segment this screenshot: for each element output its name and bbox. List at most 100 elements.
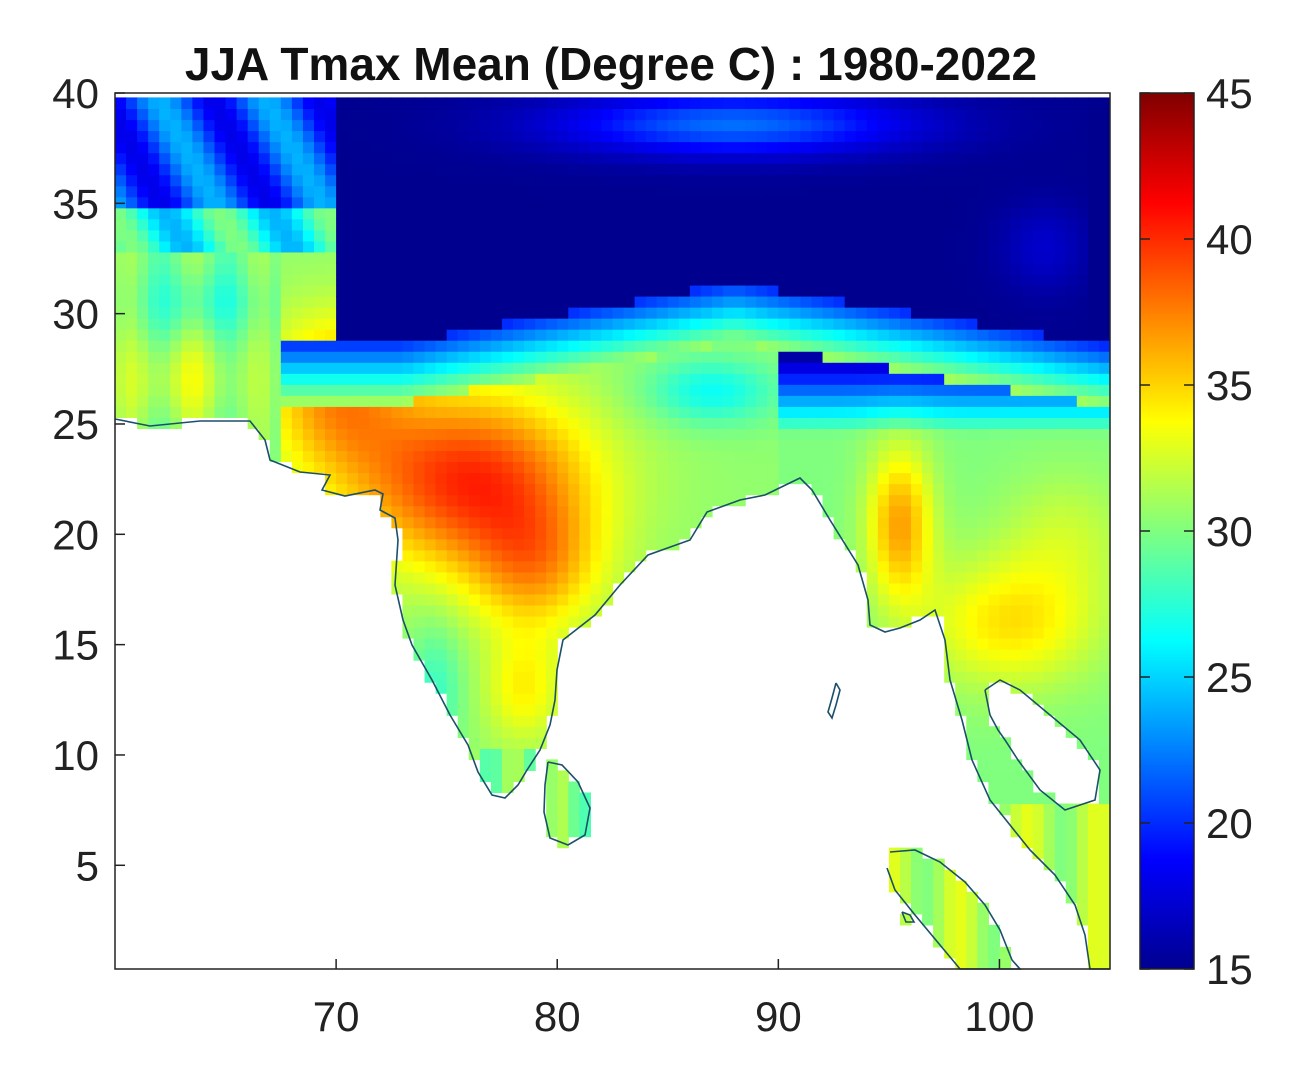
heatmap-cell [944,913,956,926]
heatmap-cell [115,362,127,374]
heatmap-cell [579,262,591,275]
heatmap-cell [479,218,492,231]
heatmap-cell [513,571,525,584]
heatmap-cell [866,527,879,540]
heatmap-cell [623,296,636,308]
heatmap-cell [612,273,625,286]
heatmap-cell [579,494,591,507]
heatmap-cell [1065,174,1078,187]
heatmap-cell [513,527,525,540]
heatmap-cell [457,626,470,639]
heatmap-cell [1054,604,1067,617]
heatmap-cell [955,604,967,617]
heatmap-cell [966,593,978,606]
heatmap-cell [1098,483,1110,496]
heatmap-cell [446,671,459,683]
heatmap-cell [369,174,381,187]
heatmap-cell [966,527,978,540]
heatmap-cell [314,97,326,110]
heatmap-cell [435,251,448,264]
heatmap-cell [314,119,326,132]
heatmap-cell [888,284,901,297]
heatmap-cell [966,638,978,650]
heatmap-cell [933,119,945,132]
heatmap-cell [148,130,160,143]
heatmap-cell [501,781,514,794]
heatmap-cell [1098,891,1110,904]
heatmap-cell [800,362,813,374]
heatmap-cell [159,251,171,264]
heatmap-cell [424,163,437,176]
heatmap-cell [1098,792,1110,805]
heatmap-cell [634,505,647,518]
heatmap-cell [877,273,890,286]
heatmap-cell [1065,803,1078,816]
heatmap-cell [524,439,536,452]
heatmap-cell [888,560,901,573]
heatmap-cell [336,196,348,209]
heatmap-cell [656,251,669,264]
heatmap-cell [977,439,989,452]
heatmap-cell [501,185,514,198]
heatmap-cell [501,660,514,672]
heatmap-cell [1054,119,1067,132]
heatmap-cell [689,450,702,463]
heatmap-cell [700,196,713,209]
heatmap-cell [888,296,901,308]
heatmap-cell [524,384,536,396]
heatmap-cell [1098,174,1110,187]
heatmap-cell [325,450,337,463]
heatmap-cell [535,163,547,176]
heatmap-cell [513,682,525,694]
heatmap-cell [524,97,536,110]
heatmap-cell [336,318,348,330]
heatmap-cell [126,395,138,407]
heatmap-cell [424,262,437,275]
heatmap-cell [888,196,901,209]
heatmap-cell [1021,207,1034,220]
heatmap-cell [468,638,481,650]
heatmap-cell [1076,428,1089,441]
heatmap-cell [590,472,603,485]
heatmap-cell [159,296,171,308]
heatmap-cell [457,141,470,154]
heatmap-cell [358,196,370,209]
heatmap-cell [1076,141,1089,154]
heatmap-cell [446,538,459,551]
heatmap-cell [778,461,790,474]
heatmap-cell [402,163,415,176]
heatmap-cell [634,538,647,551]
heatmap-cell [369,229,381,242]
heatmap-cell [137,97,149,110]
heatmap-cell [877,318,890,330]
heatmap-cell [568,560,580,573]
heatmap-cell [501,251,514,264]
heatmap-cell [678,296,691,308]
heatmap-cell [656,384,669,396]
heatmap-cell [601,439,614,452]
heatmap-cell [1021,450,1034,463]
heatmap-cell [944,428,956,441]
heatmap-cell [1076,296,1089,308]
heatmap-cell [723,119,735,132]
heatmap-cell [911,428,923,441]
heatmap-cell [402,196,415,209]
heatmap-cell [756,240,768,253]
heatmap-cell [302,152,315,165]
heatmap-cell [325,307,337,319]
heatmap-cell [877,373,890,385]
heatmap-cell [524,163,536,176]
heatmap-cell [1098,737,1110,749]
heatmap-cell [966,671,978,683]
heatmap-cell [269,362,282,374]
heatmap-cell [170,273,182,286]
heatmap-cell [944,935,956,948]
heatmap-cell [170,262,182,275]
heatmap-cell [899,417,912,429]
heatmap-cell [999,604,1012,617]
heatmap-cell [347,450,359,463]
heatmap-cell [999,130,1012,143]
heatmap-cell [988,626,1001,639]
heatmap-cell [855,439,868,452]
heatmap-cell [712,450,724,463]
